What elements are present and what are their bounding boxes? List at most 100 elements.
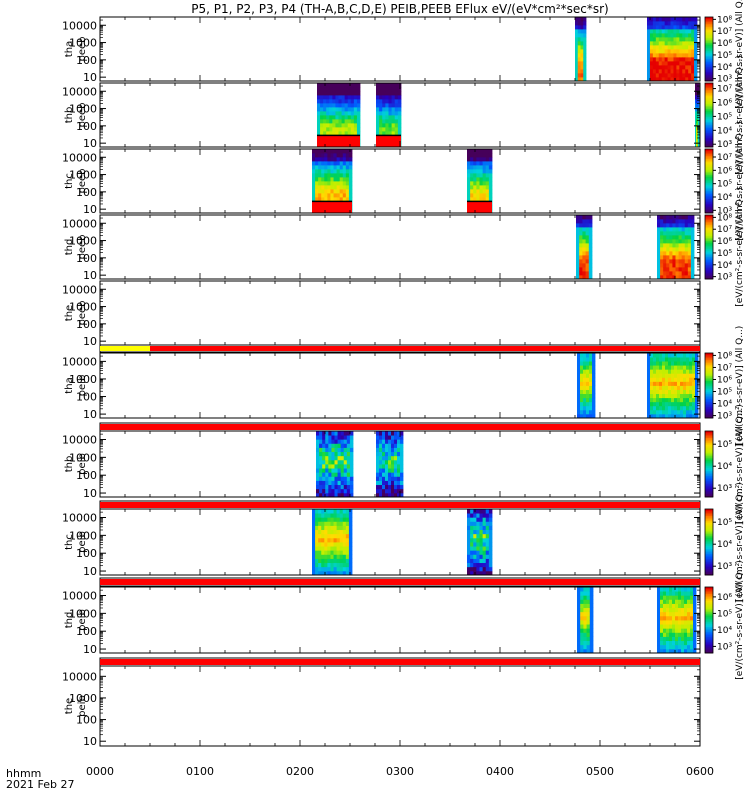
flux-cell xyxy=(666,263,670,268)
flux-cell xyxy=(348,558,353,564)
flux-cell xyxy=(690,620,694,625)
flux-cell xyxy=(323,87,327,92)
flux-cell xyxy=(321,558,325,564)
flux-cell xyxy=(681,231,686,236)
flux-cell xyxy=(656,397,660,403)
flux-cell xyxy=(657,636,661,642)
panel-ylabel-probe: thb xyxy=(64,456,75,473)
flux-cell xyxy=(379,95,383,100)
flux-cell xyxy=(382,103,386,108)
flux-cell xyxy=(665,373,669,378)
flux-cell xyxy=(397,119,402,124)
flux-cell xyxy=(382,472,386,477)
flux-cell xyxy=(577,53,581,58)
flux-cell xyxy=(318,562,322,568)
flux-cell xyxy=(664,69,668,74)
flux-cell xyxy=(658,33,663,38)
flux-cell xyxy=(577,353,581,358)
flux-cell xyxy=(656,357,660,362)
flux-cell xyxy=(318,509,322,514)
flux-cell xyxy=(323,119,327,124)
flux-cell xyxy=(473,537,477,543)
flux-cell xyxy=(318,566,322,572)
flux-cell xyxy=(388,107,393,112)
flux-cell xyxy=(349,480,354,486)
flux-cell xyxy=(394,99,399,104)
flux-cell xyxy=(394,131,399,136)
flux-cell xyxy=(347,123,352,128)
flux-cell xyxy=(577,620,581,625)
flux-cell xyxy=(655,37,660,42)
flux-cell xyxy=(388,91,393,96)
flux-cell xyxy=(315,550,319,555)
flux-cell xyxy=(400,447,404,453)
flux-cell xyxy=(592,365,596,370)
flux-cell xyxy=(348,197,353,202)
flux-cell xyxy=(659,401,663,407)
flux-cell xyxy=(652,21,657,26)
flux-cell xyxy=(678,595,682,600)
colorbar-frame xyxy=(704,82,714,148)
flux-cell xyxy=(583,632,587,637)
colorbar-swatch xyxy=(705,643,713,646)
flux-cell xyxy=(647,365,651,370)
flux-cell xyxy=(331,488,335,494)
flux-cell xyxy=(681,271,686,276)
spectrogram-interval xyxy=(647,353,699,419)
flux-cell xyxy=(685,17,689,22)
flux-cell xyxy=(577,33,581,38)
flux-cell xyxy=(382,435,386,440)
panel-ylabel-probe: the xyxy=(64,305,75,321)
flux-cell xyxy=(689,365,693,370)
flux-cell xyxy=(586,381,590,386)
flux-cell xyxy=(382,111,386,116)
flux-cell xyxy=(322,488,326,494)
flux-cell xyxy=(669,227,673,232)
flux-cell xyxy=(698,131,700,136)
flux-cell xyxy=(473,169,477,174)
flux-cell xyxy=(695,413,699,419)
flux-cell xyxy=(488,181,493,186)
flux-cell xyxy=(394,451,398,457)
flux-cell xyxy=(655,21,660,26)
flux-cell xyxy=(348,562,353,568)
flux-cell xyxy=(330,197,334,202)
flux-cell xyxy=(686,377,690,382)
spectrogram-interval xyxy=(312,509,353,576)
flux-cell xyxy=(670,45,674,50)
flux-cell xyxy=(385,91,389,96)
flux-cell xyxy=(662,413,666,419)
colorbar-swatch xyxy=(705,615,713,618)
flux-cell xyxy=(312,570,316,576)
flux-cell xyxy=(318,181,322,186)
flux-cell xyxy=(669,251,673,256)
flux-cell xyxy=(668,413,672,419)
flux-cell xyxy=(677,361,681,366)
flux-cell xyxy=(315,197,319,202)
flux-cell xyxy=(482,197,487,202)
flux-cell xyxy=(376,480,380,486)
flux-cell xyxy=(694,45,698,50)
flux-cell xyxy=(647,373,651,378)
flux-cell xyxy=(476,542,480,547)
flux-cell xyxy=(579,263,583,268)
flux-cell xyxy=(579,227,583,232)
flux-cell xyxy=(695,91,697,96)
flux-cell xyxy=(588,247,593,252)
flux-cell xyxy=(684,243,689,248)
flux-cell xyxy=(485,562,490,568)
flux-cell xyxy=(647,405,651,411)
flux-cell xyxy=(333,566,338,572)
flux-cell xyxy=(394,455,398,461)
flux-cell xyxy=(684,235,689,240)
flux-cell xyxy=(664,25,668,30)
flux-cell xyxy=(336,173,341,178)
flux-cell xyxy=(336,165,341,170)
flux-cell xyxy=(682,25,686,30)
flux-cell xyxy=(325,451,329,457)
colorbar-swatch xyxy=(705,631,713,634)
flux-cell xyxy=(337,468,342,473)
flux-cell xyxy=(666,267,670,272)
flux-cell xyxy=(669,587,673,592)
